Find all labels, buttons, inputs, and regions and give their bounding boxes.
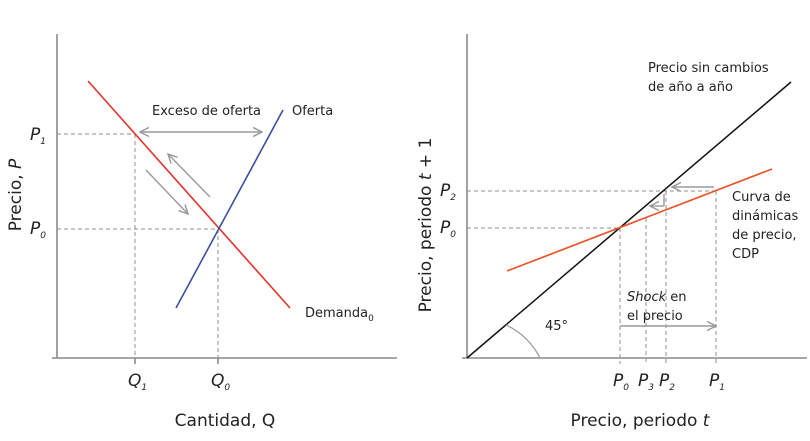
tick-x-p0: P0	[613, 371, 629, 393]
tick-q0: Q0	[211, 371, 230, 393]
cdp-label-1: Curva de	[732, 190, 791, 205]
tick-q1: Q1	[128, 371, 147, 393]
cdp-label-4: CDP	[732, 247, 759, 262]
down-arrow	[145, 169, 188, 214]
x-axis-label: Cantidad, Q	[175, 411, 276, 431]
tick-y-p0: P0	[440, 218, 456, 240]
x-axis-label: Precio, periodo t	[571, 411, 711, 431]
shock-label-1: Shock en	[627, 290, 687, 305]
line45-label-1: Precio sin cambios	[648, 61, 769, 76]
supply-label: Oferta	[292, 104, 333, 119]
y-axis-label: Precio, P	[6, 158, 26, 231]
cdp-label-3: de precio,	[732, 228, 797, 243]
tick-y-p2: P2	[440, 181, 456, 203]
excess-supply-label: Exceso de oferta	[152, 104, 261, 119]
line45-label-2: de año a año	[648, 80, 733, 95]
demand-curve	[87, 80, 291, 309]
tick-p1: P1	[30, 125, 46, 147]
price-dynamics-curve	[506, 168, 773, 272]
price-dynamics-panel: Precio sin cambios de año a año Curva de…	[416, 34, 807, 431]
cdp-label-2: dinámicas	[732, 209, 798, 224]
up-arrow	[168, 154, 211, 198]
tick-p0: P0	[30, 219, 46, 241]
supply-demand-panel: Exceso de oferta Oferta Demanda0 P1 P0 Q…	[6, 34, 397, 431]
angle-arc	[505, 324, 541, 359]
y-axis-label: Precio, periodo t + 1	[416, 138, 436, 313]
angle-label: 45°	[545, 319, 568, 334]
demand-label: Demanda0	[305, 306, 374, 324]
tick-x-p1: P1	[709, 371, 725, 393]
line-45-degrees	[466, 81, 792, 359]
supply-curve	[175, 109, 284, 309]
shock-label-2: el precio	[627, 309, 683, 324]
tick-x-p3: P3	[638, 371, 654, 393]
tick-x-p2: P2	[659, 371, 675, 393]
